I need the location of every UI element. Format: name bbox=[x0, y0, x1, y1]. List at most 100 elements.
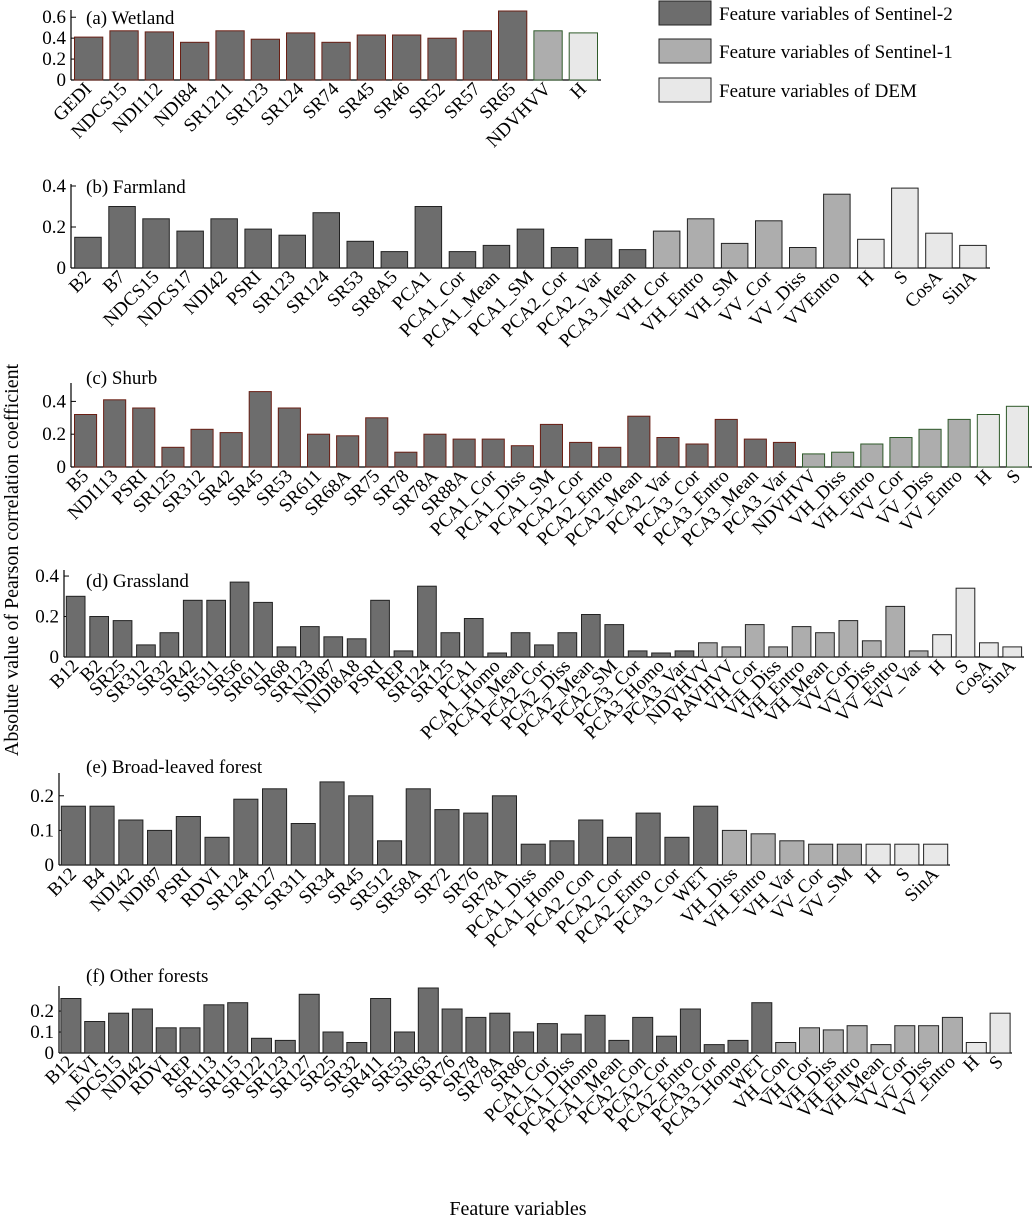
bar-pca2-mean bbox=[581, 614, 601, 658]
bar-rdvi bbox=[204, 836, 230, 866]
bar-h bbox=[965, 1042, 987, 1054]
bar-pca3-cor bbox=[685, 443, 709, 468]
panel-e-broad-leaved-forest: 00.10.2(e) Broad-leaved forestB12B4NDI42… bbox=[30, 757, 950, 952]
bar-sr45 bbox=[248, 391, 272, 468]
panel-f-other-forests: 00.10.2(f) Other forestsB12EVINDCS15NDI4… bbox=[30, 966, 1012, 1140]
bar-sr124 bbox=[233, 798, 259, 866]
bar-sr312 bbox=[190, 428, 214, 468]
legend-swatch-sentinel-2 bbox=[658, 0, 712, 26]
bar-sr78 bbox=[465, 1016, 487, 1054]
bar-pca2-entro bbox=[679, 1008, 701, 1054]
bar-sina bbox=[923, 843, 949, 866]
bar-wet bbox=[693, 805, 719, 866]
bar-pca1-sm bbox=[516, 228, 545, 269]
bar-sr123 bbox=[250, 38, 280, 81]
bar-ndvhvv bbox=[802, 453, 826, 468]
bar-vv-diss bbox=[861, 640, 882, 658]
y-tick-label: 0.4 bbox=[42, 176, 66, 197]
panel-title: (f) Other forests bbox=[86, 966, 208, 987]
bar-pca3-mean bbox=[618, 249, 647, 269]
bar-sr124 bbox=[286, 32, 316, 81]
bar-pca1-diss bbox=[520, 843, 546, 866]
bar-wet bbox=[751, 1002, 773, 1054]
bar-sr611 bbox=[307, 433, 331, 468]
bar-ndi87 bbox=[323, 636, 344, 658]
x-tick-label: B2 bbox=[65, 267, 96, 298]
bar-gedi bbox=[74, 36, 104, 81]
bar-vv-cor bbox=[755, 220, 783, 269]
bar-vh-entro bbox=[750, 833, 776, 866]
x-axis-title: Feature variables bbox=[449, 1198, 586, 1220]
bar-vv-cor bbox=[808, 843, 834, 866]
y-tick-label: 0.2 bbox=[30, 1001, 54, 1022]
panel-title: (e) Broad-leaved forest bbox=[86, 757, 263, 778]
bar-vv-diss bbox=[789, 247, 817, 269]
bar-rep bbox=[179, 1027, 201, 1054]
bar-pca1-homo bbox=[584, 1014, 606, 1054]
bar-vv-entro bbox=[941, 1016, 963, 1054]
bar-b12 bbox=[65, 595, 86, 658]
y-tick-label: 0 bbox=[50, 647, 60, 668]
x-tick-label: SinA bbox=[901, 863, 944, 906]
bar-cosa bbox=[925, 232, 953, 269]
bar-pca2-mean bbox=[627, 415, 651, 468]
bar-sr312 bbox=[136, 644, 156, 658]
bar-sr78 bbox=[394, 451, 418, 468]
bar-psri bbox=[244, 228, 272, 269]
bar-pca2-con bbox=[578, 819, 604, 866]
bar-sr76 bbox=[463, 812, 489, 866]
bar-pca2-con bbox=[632, 1016, 654, 1054]
panels: 00.20.40.6 (a) WetlandGEDINDCS15NDI112NDI… bbox=[30, 7, 1032, 1140]
x-tick-label: S bbox=[1003, 466, 1025, 488]
y-tick-label: 0.1 bbox=[30, 1022, 54, 1043]
bar-vv-sm bbox=[836, 843, 862, 866]
bar-ravhvv bbox=[721, 646, 742, 658]
bar-vh-entro bbox=[686, 218, 715, 269]
bar-sr52 bbox=[427, 37, 457, 81]
bar-pca1-mean bbox=[482, 244, 511, 269]
bar-psri bbox=[132, 407, 156, 468]
bar-pca1-cor bbox=[448, 251, 477, 269]
panel-title: (d) Grassland bbox=[86, 571, 189, 592]
bar-pca2-cor bbox=[656, 1035, 677, 1054]
bar-vv-var bbox=[908, 650, 929, 658]
bar-sr75 bbox=[365, 417, 389, 468]
bar-pca3-var bbox=[674, 650, 695, 658]
bar-ndi87 bbox=[147, 829, 173, 866]
bar-ndi42 bbox=[131, 1008, 153, 1054]
bar-sr25 bbox=[322, 1031, 344, 1054]
bar-sr512 bbox=[377, 840, 403, 866]
bar-pca2-entro bbox=[635, 812, 661, 866]
x-tick-label: H bbox=[959, 1051, 984, 1076]
bar-pca1-mean bbox=[608, 1039, 630, 1054]
panel-d-grassland: 00.20.4 (d) GrasslandB12B2SR25SR312SR32SR… bbox=[35, 566, 1024, 744]
bar-h bbox=[976, 414, 1000, 468]
bar-h bbox=[932, 634, 952, 658]
y-tick-label: 0.2 bbox=[42, 49, 66, 70]
bar-sr611 bbox=[253, 601, 273, 658]
bar-pca3-cor bbox=[627, 650, 648, 658]
bar-rdvi bbox=[155, 1027, 177, 1054]
bar-b7 bbox=[108, 206, 136, 269]
bar-sr127 bbox=[298, 993, 320, 1054]
bar-ndi42 bbox=[118, 819, 144, 866]
bar-vh-diss bbox=[721, 829, 748, 866]
bar-sr88a bbox=[452, 438, 476, 468]
x-tick-label: H bbox=[854, 266, 879, 291]
bar-sr32 bbox=[159, 632, 180, 658]
bar-pca1-sm bbox=[539, 423, 564, 468]
bar-sr311 bbox=[290, 823, 316, 866]
bar-pca2-entro bbox=[598, 446, 622, 468]
bar-sr123 bbox=[274, 1039, 296, 1054]
legend-label-dem: Feature variables of DEM bbox=[719, 81, 917, 102]
bar-sr46 bbox=[392, 34, 422, 81]
bar-sr45 bbox=[348, 795, 374, 866]
bar-vh-con bbox=[775, 1042, 797, 1054]
bar-vventro bbox=[823, 193, 851, 269]
bar-sr53 bbox=[277, 407, 301, 468]
bar-h bbox=[568, 32, 599, 81]
bar-pca2-cor bbox=[550, 247, 579, 269]
bar-pca2-cor bbox=[569, 441, 593, 468]
bar-pca2-cor bbox=[534, 644, 554, 658]
